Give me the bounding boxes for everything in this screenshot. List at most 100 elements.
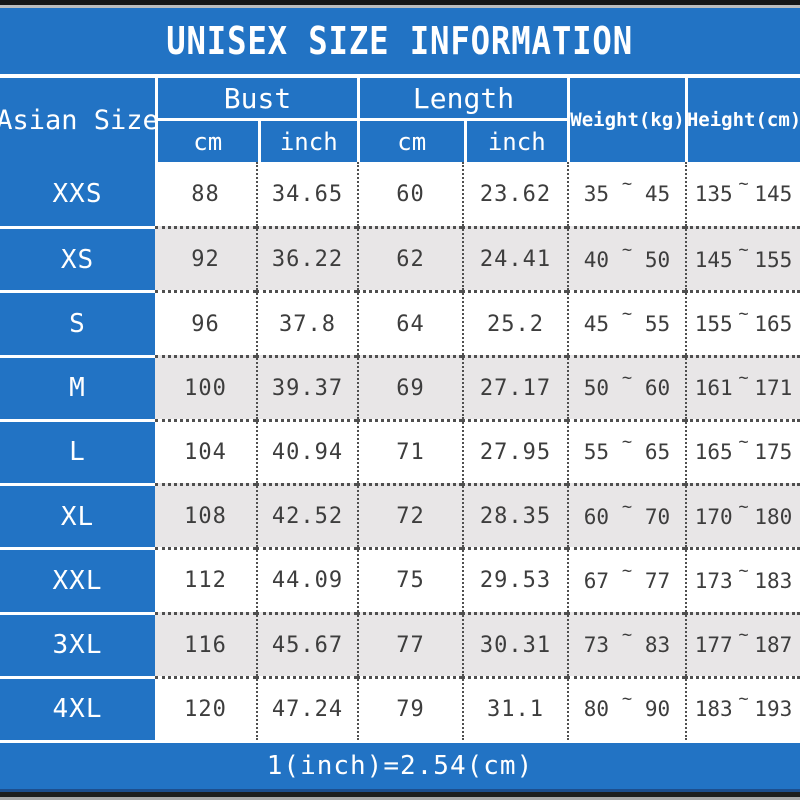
length-inch-value: 23.62 <box>462 162 567 227</box>
length-cm-value: 72 <box>357 483 462 548</box>
title-divider <box>0 74 800 78</box>
length-inch-value: 28.35 <box>462 483 567 548</box>
size-label: 3XL <box>0 611 155 676</box>
top-gray-bar <box>0 5 800 8</box>
weight-min: 80 <box>583 697 610 722</box>
length-inch-value: 30.31 <box>462 611 567 676</box>
size-label: XL <box>0 483 155 548</box>
table-row: 3XL 116 45.67 77 30.31 73 ~ 83 177 ~ 187 <box>0 611 800 676</box>
length-inch-value: 27.17 <box>462 354 567 419</box>
bust-inch-value: 44.09 <box>256 547 357 612</box>
header-bust-label: Bust <box>158 78 357 121</box>
tilde-separator: ~ <box>621 496 633 517</box>
tilde-separator: ~ <box>738 560 749 581</box>
height-max: 175 <box>754 440 793 465</box>
weight-range: 40 ~ 50 <box>567 226 685 291</box>
length-cm-value: 69 <box>357 354 462 419</box>
header-group-bust: Bust cm inch <box>155 78 357 162</box>
weight-max: 65 <box>644 440 671 465</box>
size-label: XXL <box>0 547 155 612</box>
tilde-separator: ~ <box>621 174 633 195</box>
header-length-subrow: cm inch <box>360 121 567 162</box>
header-group-length: Length cm inch <box>357 78 567 162</box>
title-band: UNISEX SIZE INFORMATION <box>0 8 800 74</box>
length-cm-value: 75 <box>357 547 462 612</box>
size-label: M <box>0 354 155 419</box>
length-inch-value: 25.2 <box>462 290 567 355</box>
tilde-separator: ~ <box>738 689 749 710</box>
bust-cm-value: 112 <box>155 547 256 611</box>
weight-min: 55 <box>583 440 610 465</box>
bottom-black-bar <box>0 792 800 797</box>
bust-cm-value: 108 <box>155 483 256 548</box>
height-range: 170 ~ 180 <box>685 483 800 548</box>
header-length-cm: cm <box>397 127 427 156</box>
table-row: XS 92 36.22 62 24.41 40 ~ 50 145 ~ 155 <box>0 226 800 291</box>
height-max: 193 <box>754 697 793 722</box>
height-range: 145 ~ 155 <box>685 226 800 291</box>
header-bust-inch: inch <box>257 121 358 162</box>
header-bust-subrow: cm inch <box>158 121 357 162</box>
weight-range: 60 ~ 70 <box>567 483 685 548</box>
bust-cm-value: 92 <box>155 226 256 291</box>
weight-range: 35 ~ 45 <box>567 162 685 227</box>
table-body: XXS 88 34.65 60 23.62 35 ~ 45 135 ~ 145 … <box>0 162 800 740</box>
header-length-inch: inch <box>463 121 568 162</box>
length-inch-value: 29.53 <box>462 547 567 612</box>
height-min: 170 <box>694 504 733 529</box>
height-min: 145 <box>694 247 733 272</box>
bust-inch-value: 39.37 <box>256 354 357 419</box>
tilde-separator: ~ <box>738 625 749 646</box>
height-min: 161 <box>694 376 733 401</box>
height-max: 187 <box>754 633 793 658</box>
weight-max: 70 <box>644 504 671 529</box>
bust-inch-value: 34.65 <box>256 162 357 227</box>
tilde-separator: ~ <box>621 239 633 260</box>
bottom-navy-bar <box>0 789 800 792</box>
tilde-separator: ~ <box>738 432 749 453</box>
tilde-separator: ~ <box>621 432 633 453</box>
size-label: XXS <box>0 162 155 227</box>
height-range: 177 ~ 187 <box>685 611 800 676</box>
length-cm-value: 60 <box>357 162 462 227</box>
length-cm-value: 77 <box>357 611 462 676</box>
weight-range: 67 ~ 77 <box>567 547 685 612</box>
tilde-separator: ~ <box>738 239 749 260</box>
height-min: 183 <box>694 697 733 722</box>
bust-cm-value: 96 <box>155 290 256 354</box>
bust-cm-value: 104 <box>155 418 256 483</box>
header-height: Height(cm) <box>685 78 800 162</box>
length-inch-value: 31.1 <box>462 675 567 740</box>
height-max: 155 <box>754 247 793 272</box>
height-range: 173 ~ 183 <box>685 547 800 612</box>
table-row: S 96 37.8 64 25.2 45 ~ 55 155 ~ 165 <box>0 290 800 355</box>
bust-cm-value: 120 <box>155 675 256 740</box>
bust-cm-value: 116 <box>155 611 256 676</box>
weight-max: 90 <box>644 697 671 722</box>
height-min: 165 <box>694 440 733 465</box>
size-label: 4XL <box>0 675 155 740</box>
weight-max: 60 <box>644 376 671 401</box>
size-label: XS <box>0 226 155 291</box>
height-max: 180 <box>754 504 793 529</box>
length-inch-value: 24.41 <box>462 226 567 291</box>
weight-max: 83 <box>644 633 671 658</box>
header-asian-size: Asian Size <box>0 104 155 136</box>
length-cm-value: 62 <box>357 226 462 291</box>
weight-min: 73 <box>583 633 610 658</box>
tilde-separator: ~ <box>621 560 633 581</box>
footer-band: 1(inch)=2.54(cm) <box>0 740 800 789</box>
bust-inch-value: 47.24 <box>256 675 357 740</box>
height-max: 165 <box>754 312 793 337</box>
table-row: L 104 40.94 71 27.95 55 ~ 65 165 ~ 175 <box>0 418 800 484</box>
height-range: 183 ~ 193 <box>685 675 800 740</box>
top-black-bar <box>0 0 800 5</box>
weight-min: 40 <box>583 247 610 272</box>
weight-max: 50 <box>644 247 671 272</box>
bust-inch-value: 37.8 <box>256 290 357 355</box>
weight-min: 67 <box>583 568 610 593</box>
height-min: 177 <box>694 633 733 658</box>
weight-min: 50 <box>583 376 610 401</box>
weight-range: 73 ~ 83 <box>567 611 685 676</box>
header-weight: Weight(kg) <box>567 78 685 162</box>
